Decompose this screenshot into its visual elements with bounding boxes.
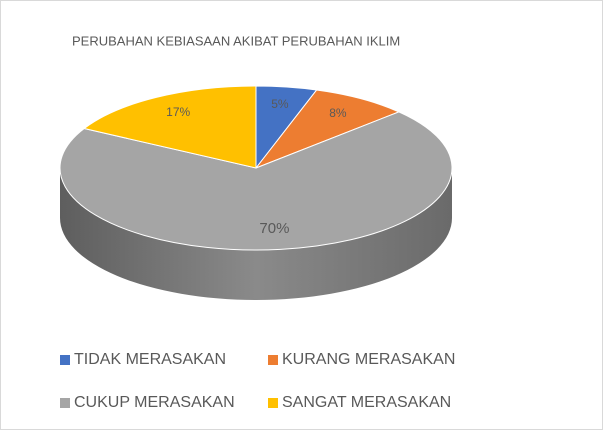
legend-label: SANGAT MERASAKAN [282,394,451,411]
chart-title: PERUBAHAN KEBIASAAN AKIBAT PERUBAHAN IKL… [72,33,400,48]
legend-swatch [60,398,70,408]
legend-swatch [268,398,278,408]
pie-slice [59,111,453,251]
data-label: 5% [271,97,289,111]
pie-slice [254,89,401,170]
legend-swatch [268,355,278,365]
data-label: 70% [259,220,289,237]
pie-side [60,168,452,300]
legend-label: CUKUP MERASAKAN [74,394,235,411]
pie-slice [83,85,257,169]
legend-label: KURANG MERASAKAN [282,351,455,368]
legend-swatch [60,355,70,365]
data-label: 8% [329,106,347,120]
legend-label: TIDAK MERASAKAN [74,351,226,368]
data-label: 17% [166,105,190,119]
